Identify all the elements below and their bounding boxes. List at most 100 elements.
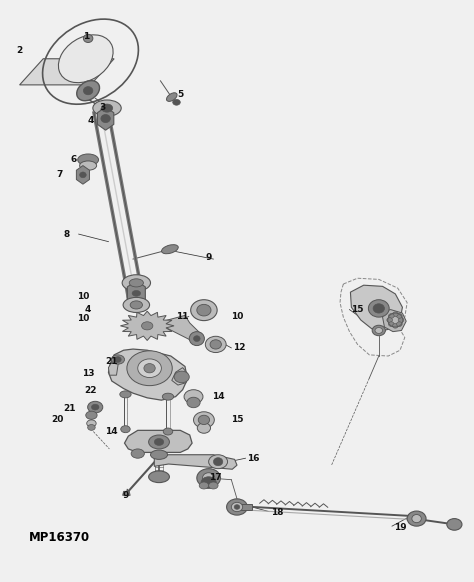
Ellipse shape	[120, 391, 131, 398]
Text: 9: 9	[123, 491, 129, 500]
Ellipse shape	[197, 469, 220, 487]
Text: 4: 4	[85, 305, 91, 314]
Ellipse shape	[227, 499, 247, 515]
Ellipse shape	[151, 450, 167, 459]
Ellipse shape	[392, 324, 398, 328]
Ellipse shape	[368, 300, 389, 317]
Ellipse shape	[166, 93, 177, 101]
Ellipse shape	[155, 438, 164, 445]
Ellipse shape	[149, 435, 169, 449]
Bar	[239, 503, 252, 510]
Ellipse shape	[209, 455, 228, 469]
Ellipse shape	[205, 336, 226, 353]
Polygon shape	[76, 166, 90, 184]
Ellipse shape	[389, 322, 394, 327]
Ellipse shape	[210, 340, 221, 349]
Ellipse shape	[213, 457, 223, 466]
Ellipse shape	[396, 322, 402, 327]
Polygon shape	[109, 349, 187, 400]
Polygon shape	[383, 310, 406, 332]
Polygon shape	[109, 360, 119, 375]
Ellipse shape	[199, 482, 209, 489]
Text: 19: 19	[394, 523, 406, 533]
Ellipse shape	[131, 449, 145, 458]
Ellipse shape	[142, 322, 153, 330]
Ellipse shape	[193, 412, 214, 428]
Ellipse shape	[93, 100, 121, 116]
Text: 3: 3	[99, 103, 105, 112]
Text: 16: 16	[247, 454, 260, 463]
Text: 18: 18	[271, 508, 283, 517]
Ellipse shape	[91, 404, 99, 410]
Text: 12: 12	[233, 343, 246, 352]
Ellipse shape	[387, 318, 392, 322]
Ellipse shape	[447, 519, 462, 530]
Ellipse shape	[83, 34, 93, 42]
Text: 13: 13	[82, 369, 94, 378]
Ellipse shape	[197, 304, 211, 316]
Text: 4: 4	[87, 116, 94, 125]
Ellipse shape	[189, 332, 204, 346]
Ellipse shape	[163, 428, 173, 435]
Ellipse shape	[375, 328, 383, 333]
Ellipse shape	[162, 393, 173, 400]
Text: 14: 14	[105, 427, 118, 436]
Ellipse shape	[121, 425, 130, 432]
Polygon shape	[155, 455, 237, 469]
Ellipse shape	[149, 471, 169, 482]
Ellipse shape	[138, 359, 161, 378]
Text: 21: 21	[63, 404, 75, 413]
Ellipse shape	[77, 81, 100, 101]
Polygon shape	[350, 285, 402, 331]
Text: 10: 10	[77, 314, 90, 324]
Ellipse shape	[234, 505, 240, 509]
Text: 14: 14	[212, 392, 224, 401]
Ellipse shape	[83, 87, 93, 95]
Ellipse shape	[144, 364, 155, 373]
Ellipse shape	[78, 154, 99, 166]
Ellipse shape	[111, 355, 125, 364]
Ellipse shape	[162, 244, 178, 254]
Ellipse shape	[58, 35, 113, 83]
Ellipse shape	[392, 312, 398, 317]
Text: 21: 21	[106, 357, 118, 366]
Ellipse shape	[174, 371, 189, 383]
Ellipse shape	[187, 398, 200, 408]
Ellipse shape	[389, 314, 394, 318]
Ellipse shape	[101, 104, 113, 112]
Ellipse shape	[129, 279, 144, 287]
Polygon shape	[19, 59, 114, 85]
Text: 8: 8	[64, 230, 70, 239]
Text: 20: 20	[51, 416, 64, 424]
Text: 7: 7	[56, 171, 63, 179]
Text: 17: 17	[210, 473, 222, 482]
Text: 6: 6	[71, 155, 77, 164]
Ellipse shape	[123, 297, 150, 313]
Ellipse shape	[132, 290, 141, 296]
Ellipse shape	[412, 514, 421, 523]
Ellipse shape	[101, 115, 110, 123]
Ellipse shape	[184, 390, 203, 404]
Polygon shape	[128, 281, 146, 306]
Ellipse shape	[197, 423, 210, 433]
Ellipse shape	[80, 161, 97, 170]
Ellipse shape	[202, 473, 215, 483]
Ellipse shape	[88, 402, 103, 413]
Ellipse shape	[231, 502, 243, 512]
Ellipse shape	[86, 411, 97, 419]
Polygon shape	[98, 107, 114, 130]
Polygon shape	[172, 368, 187, 385]
Text: 2: 2	[17, 45, 23, 55]
Ellipse shape	[201, 477, 216, 488]
Text: 11: 11	[176, 312, 189, 321]
Polygon shape	[125, 430, 192, 452]
Ellipse shape	[193, 336, 200, 342]
Text: 1: 1	[82, 32, 89, 41]
Polygon shape	[120, 311, 174, 340]
Ellipse shape	[127, 351, 172, 386]
Polygon shape	[123, 491, 130, 495]
Text: 5: 5	[177, 90, 183, 100]
Ellipse shape	[130, 301, 143, 309]
Text: 10: 10	[231, 312, 243, 321]
Text: 9: 9	[205, 253, 212, 262]
